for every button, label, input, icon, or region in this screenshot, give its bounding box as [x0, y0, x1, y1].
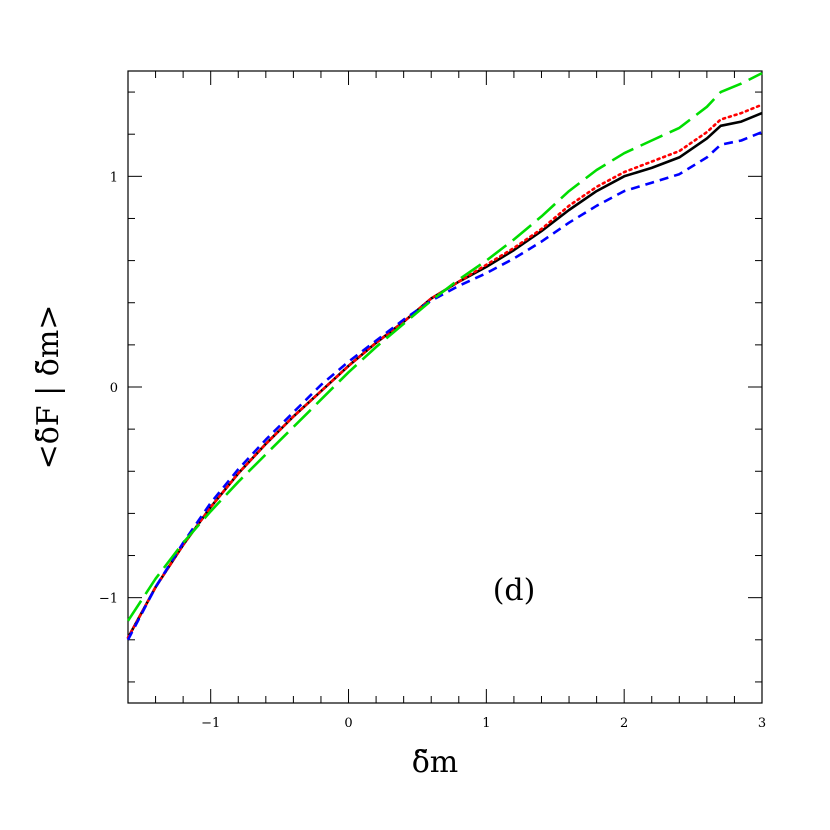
y-axis-label: <δ̃F | δ̃m>	[31, 305, 66, 470]
y-tick-label: 1	[110, 170, 118, 185]
tick-labels: −1 0 1 2 3 −1 0 1	[99, 170, 766, 731]
series-group	[126, 71, 764, 641]
x-tick-label: −1	[201, 716, 220, 731]
x-tick-label: 1	[482, 716, 490, 731]
series-line-short-dashed	[126, 130, 763, 641]
series-line-dotted	[126, 103, 764, 639]
y-tick-label: 0	[110, 381, 118, 396]
x-axis-label: δ̃m	[412, 745, 459, 780]
y-tick-label: −1	[99, 592, 118, 607]
x-tick-label: 2	[620, 716, 628, 731]
x-tick-label: 0	[344, 716, 352, 731]
annotation-label: (d)	[493, 573, 536, 608]
ticks	[127, 71, 763, 703]
series-line-solid	[126, 111, 763, 639]
x-tick-label: 3	[758, 716, 766, 731]
plot-frame	[127, 70, 763, 704]
series-line-long-dashed	[126, 71, 763, 622]
